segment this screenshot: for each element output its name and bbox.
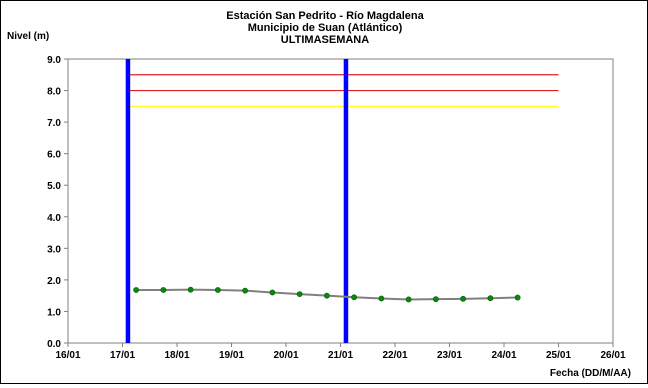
y-tick-label-3: 3.0 bbox=[47, 244, 61, 255]
data-point-0-14 bbox=[514, 294, 521, 301]
data-point-0-2 bbox=[187, 286, 194, 293]
y-tick-label-1: 1.0 bbox=[47, 307, 61, 318]
data-point-0-8 bbox=[351, 294, 358, 301]
x-tick-label-2: 18/01 bbox=[164, 350, 189, 361]
x-tick-label-4: 20/01 bbox=[273, 350, 298, 361]
data-point-0-0 bbox=[133, 287, 140, 293]
x-tick-label-7: 23/01 bbox=[437, 350, 462, 361]
data-point-0-12 bbox=[460, 295, 467, 302]
data-point-0-6 bbox=[296, 291, 303, 297]
data-point-0-4 bbox=[242, 287, 249, 294]
y-tick-label-0: 0.0 bbox=[47, 339, 61, 350]
data-point-0-7 bbox=[323, 292, 330, 299]
x-tick-label-3: 19/01 bbox=[219, 350, 244, 361]
data-point-0-3 bbox=[214, 287, 221, 293]
y-axis-title: Nivel (m) bbox=[7, 31, 49, 42]
y-tick-label-5: 5.0 bbox=[47, 181, 61, 192]
y-tick-label-4: 4.0 bbox=[47, 213, 61, 224]
x-tick-label-8: 24/01 bbox=[491, 350, 516, 361]
chart-title-line-2: Municipio de Suan (Atlántico) bbox=[248, 22, 403, 34]
x-axis-title: Fecha (DD/M/AA) bbox=[550, 368, 631, 379]
chart-title: Estación San Pedrito - Río Magdalena Mun… bbox=[226, 10, 424, 46]
y-tick-label-9: 9.0 bbox=[47, 55, 61, 66]
data-point-0-10 bbox=[405, 296, 412, 303]
x-tick-label-0: 16/01 bbox=[55, 350, 80, 361]
data-point-0-5 bbox=[269, 289, 276, 296]
y-tick-label-7: 7.0 bbox=[47, 118, 61, 129]
chart-title-line-3: ULTIMASEMANA bbox=[281, 34, 369, 46]
chart-title-line-1: Estación San Pedrito - Río Magdalena bbox=[226, 10, 424, 22]
data-point-0-13 bbox=[487, 295, 494, 302]
data-point-0-11 bbox=[432, 296, 439, 303]
x-tick-label-9: 25/01 bbox=[546, 350, 571, 361]
x-tick-label-10: 26/01 bbox=[600, 350, 625, 361]
y-tick-label-2: 2.0 bbox=[47, 276, 61, 287]
y-tick-label-8: 8.0 bbox=[47, 87, 61, 98]
x-tick-label-1: 17/01 bbox=[110, 350, 135, 361]
data-point-0-1 bbox=[160, 287, 167, 293]
x-tick-label-6: 22/01 bbox=[382, 350, 407, 361]
x-tick-label-5: 21/01 bbox=[328, 350, 353, 361]
plot-area: 0.0 1.0 2.0 3.0 4.0 5.0 6.0 7.0 8.0 9.0 16/01 17/01… bbox=[47, 55, 626, 361]
data-point-0-9 bbox=[378, 295, 385, 302]
plot-border bbox=[67, 58, 614, 344]
y-tick-label-6: 6.0 bbox=[47, 150, 61, 161]
